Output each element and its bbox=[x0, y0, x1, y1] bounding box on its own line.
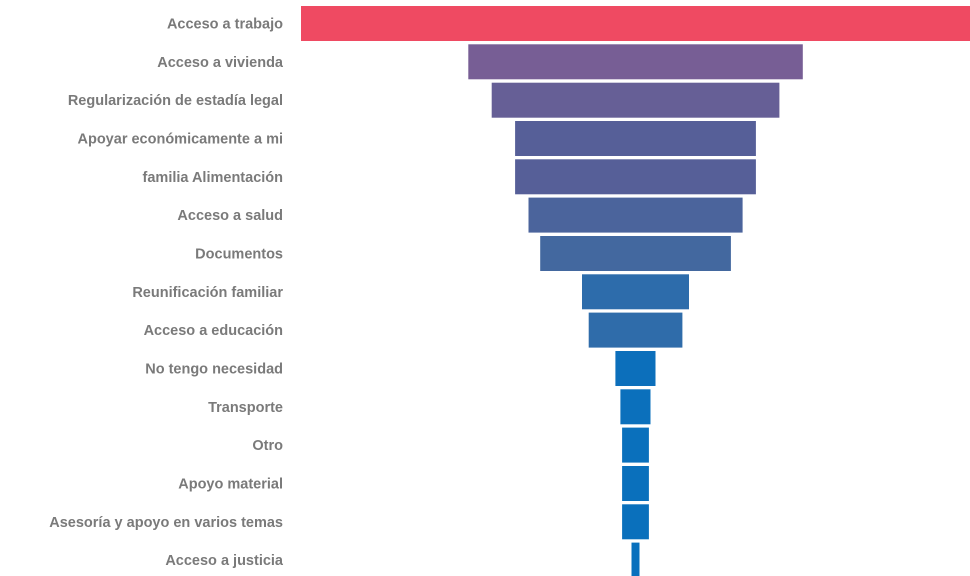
funnel-bar bbox=[615, 351, 656, 386]
funnel-bar bbox=[620, 389, 651, 425]
category-label: Acceso a vivienda bbox=[157, 55, 284, 71]
category-label: Apoyo material bbox=[178, 477, 283, 493]
category-label: Asesoría y apoyo en varios temas bbox=[49, 515, 283, 531]
funnel-bar bbox=[491, 82, 780, 118]
funnel-bar bbox=[622, 466, 649, 501]
category-label: Transporte bbox=[208, 400, 283, 416]
category-label: Acceso a trabajo bbox=[167, 17, 283, 33]
category-labels: Acceso a trabajo Acceso a vivienda Regular… bbox=[49, 17, 284, 570]
funnel-bar bbox=[622, 427, 649, 463]
funnel-bar bbox=[631, 542, 640, 576]
funnel-bar bbox=[540, 236, 731, 271]
category-label: No tengo necesidad bbox=[145, 362, 283, 378]
category-label: Documentos bbox=[195, 247, 283, 263]
funnel-bar bbox=[588, 312, 683, 348]
funnel-bar bbox=[468, 44, 803, 80]
category-label: Acceso a educación bbox=[144, 323, 283, 339]
category-label: Regularización de estadía legal bbox=[68, 93, 283, 109]
category-label: Reunificación familiar bbox=[132, 285, 283, 301]
category-label: Apoyar económicamente a mi bbox=[78, 132, 284, 148]
category-label: Acceso a salud bbox=[177, 208, 283, 224]
category-label: Acceso a justicia bbox=[165, 553, 284, 569]
category-label: familia Alimentación bbox=[143, 170, 283, 186]
funnel-bars bbox=[301, 6, 970, 576]
category-label: Otro bbox=[252, 438, 283, 454]
funnel-bar bbox=[301, 6, 970, 41]
funnel-bar bbox=[515, 159, 756, 195]
funnel-bar bbox=[515, 121, 756, 156]
funnel-bar bbox=[528, 197, 743, 233]
funnel-bar bbox=[582, 274, 689, 310]
funnel-bar bbox=[622, 504, 649, 540]
